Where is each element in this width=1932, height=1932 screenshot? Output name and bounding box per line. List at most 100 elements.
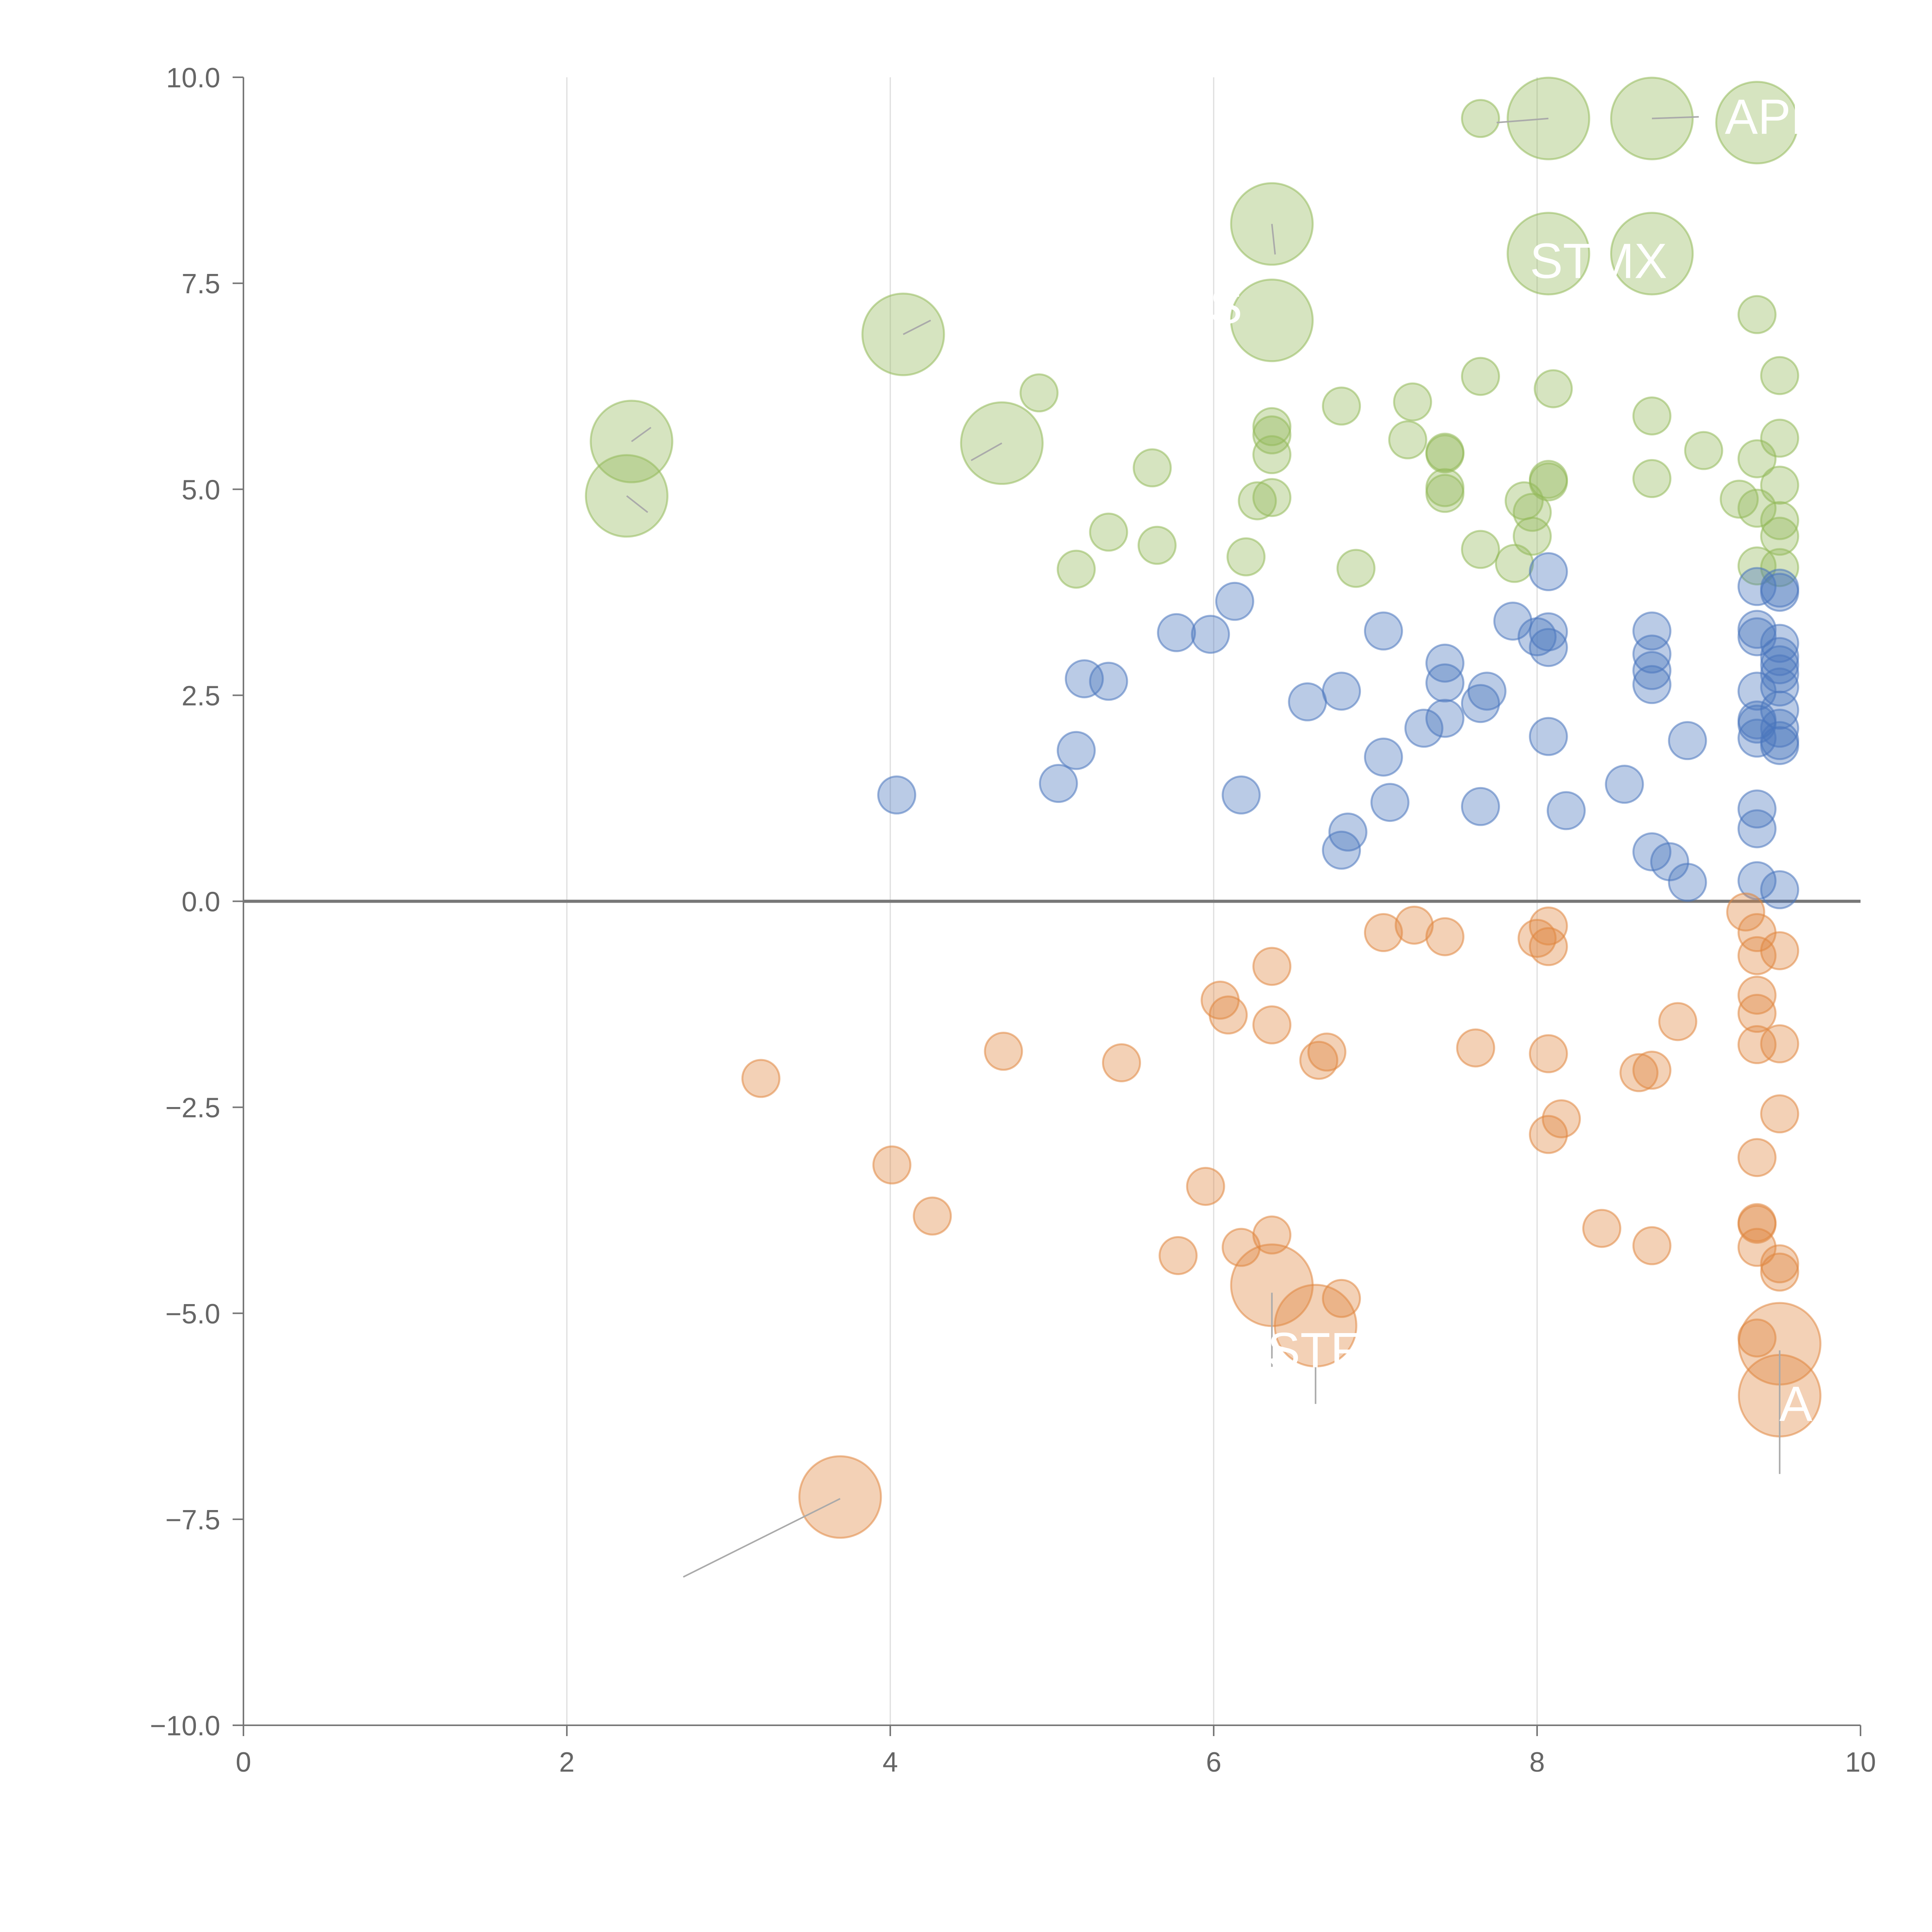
data-point-green [1393,382,1432,422]
leader-line [683,1498,841,1578]
data-point-green [1252,478,1292,517]
y-tick-label: −10.0 [150,1711,220,1742]
leader-line [903,320,931,335]
data-point-orange [1364,913,1403,952]
data-point-green [1461,357,1500,396]
data-point-blue [1737,789,1777,829]
data-point-orange [1737,1204,1777,1244]
data-point-blue [1364,737,1403,777]
x-tick-label: 4 [883,1747,898,1778]
data-point-orange [1619,1053,1659,1092]
data-point-orange [1737,1228,1777,1267]
data-point-orange [798,1455,882,1539]
data-point-blue [1760,637,1799,676]
data-point-blue [1322,672,1361,711]
data-point-blue [1467,672,1507,711]
axes-layer: 0 2 4 6 8 10 10.0 7.5 5.0 2.5 0.0 −2.5 −5.0 −7.5 −10.0 [150,63,1876,1778]
data-point-green [1512,493,1552,532]
data-point-green [861,293,945,376]
data-point-green [1238,481,1277,520]
data-point-blue [877,775,917,815]
data-point-blue [1760,870,1799,910]
data-point-blue [1215,582,1254,621]
data-point-orange [1252,1215,1292,1255]
data-point-green [1056,549,1096,589]
data-point-blue [1288,682,1327,721]
data-point-green [1512,517,1552,556]
data-point-blue [1425,663,1464,702]
data-point-blue [1546,791,1586,830]
data-point-green [1019,373,1059,413]
x-tick-label: 8 [1529,1747,1545,1778]
data-point-blue [1370,783,1410,822]
data-point-green [1737,488,1777,528]
data-point-blue [1461,787,1500,826]
data-point-green [1230,182,1314,266]
data-point-orange [1760,1244,1799,1284]
data-point-green [1760,501,1799,540]
leader-line [971,442,1002,461]
x-tick-label: 0 [236,1747,251,1778]
data-point-blue [1322,830,1361,870]
data-point-orange [1252,947,1292,986]
data-point-blue [1364,611,1403,651]
data-point-orange [1632,1051,1672,1090]
data-point-green [1133,448,1172,488]
data-point-orange [741,1059,781,1098]
data-point-blue [1529,717,1568,756]
leader-line [626,495,648,513]
point-annotation: STMX [1530,234,1667,289]
data-point-orange [1221,1228,1261,1267]
data-point-green [1226,537,1266,577]
data-point-green [1534,369,1573,408]
data-point-blue [1760,624,1799,663]
data-point-orange [1529,927,1568,966]
point-annotation: APL [1725,89,1818,145]
data-point-green [1684,431,1723,470]
data-point-orange [1209,995,1248,1035]
data-point-green [1737,295,1777,334]
data-point-orange [1529,1034,1568,1073]
leader-line [1652,116,1699,119]
data-point-green [1252,407,1292,446]
data-point-blue [1737,861,1777,900]
y-tick-label: 7.5 [182,269,220,299]
data-point-orange [1542,1099,1581,1138]
data-point-green [1760,517,1799,556]
data-point-orange [1737,936,1777,975]
data-point-blue [1056,731,1096,770]
data-point-blue [1605,765,1644,804]
data-point-blue [1760,726,1799,765]
data-point-orange [1760,1024,1799,1063]
data-point-orange [1307,1032,1347,1072]
data-point-green [1461,99,1500,138]
data-point-orange [913,1196,952,1236]
data-point-orange [1632,1226,1672,1265]
x-tick-label: 2 [559,1747,575,1778]
data-point-orange [984,1032,1023,1071]
data-point-blue [1737,809,1777,849]
data-point-green [1425,474,1464,513]
y-tick-label: 5.0 [182,474,220,505]
data-point-green [1252,435,1292,474]
data-point-blue [1760,573,1799,612]
data-point-orange [1186,1167,1225,1206]
data-point-green [1336,549,1376,588]
data-point-blue [1632,611,1672,651]
data-point-green [1138,526,1177,565]
point-annotation: STF [1267,1323,1361,1378]
data-point-orange [872,1145,912,1185]
data-point-orange [1726,892,1765,932]
data-point-blue [1529,628,1568,667]
data-point-blue [1737,567,1777,606]
data-point-blue [1493,601,1532,641]
data-point-green [1252,415,1292,455]
data-point-blue [1737,617,1777,656]
data-point-orange [1737,1138,1777,1177]
data-point-green [1322,386,1361,426]
y-tick-label: −2.5 [165,1093,220,1124]
data-point-green [1719,480,1759,519]
leader-line [1497,117,1549,124]
data-point-green [1715,81,1799,165]
data-point-orange [1299,1041,1338,1080]
